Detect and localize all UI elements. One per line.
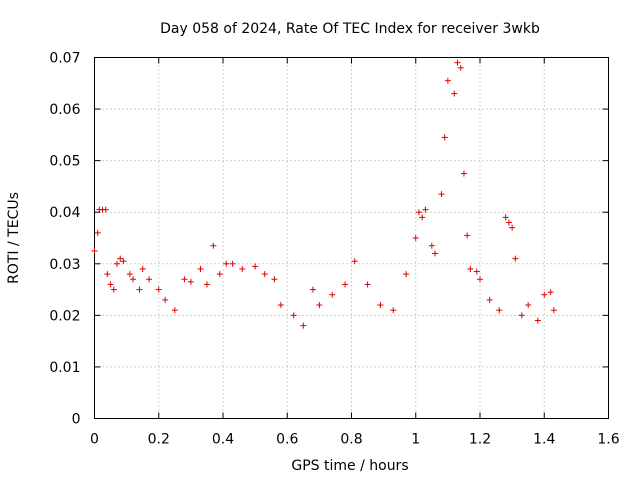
data-point xyxy=(477,276,483,283)
data-point xyxy=(181,276,188,283)
data-point xyxy=(518,312,525,319)
data-point xyxy=(460,170,467,177)
y-tick-label: 0 xyxy=(72,412,81,428)
data-point xyxy=(390,307,397,314)
data-point xyxy=(130,276,137,283)
x-tick-label: 0.6 xyxy=(276,432,298,448)
y-tick-label: 0.01 xyxy=(49,360,80,376)
data-point xyxy=(104,271,111,278)
data-point xyxy=(534,317,541,324)
data-point xyxy=(216,271,223,278)
data-point xyxy=(102,206,109,213)
data-point xyxy=(454,59,461,66)
x-tick-label: 0.8 xyxy=(340,432,362,448)
data-point xyxy=(94,229,101,236)
data-point xyxy=(422,206,429,213)
x-tick-label: 0.2 xyxy=(148,432,170,448)
data-point xyxy=(486,296,493,303)
data-point xyxy=(113,260,120,267)
data-point xyxy=(162,296,169,303)
data-point xyxy=(117,255,124,262)
data-point xyxy=(403,271,410,278)
data-point xyxy=(547,289,554,296)
data-point xyxy=(203,281,210,288)
data-point xyxy=(171,307,178,314)
data-point xyxy=(309,286,316,293)
x-tick-label: 1.4 xyxy=(533,432,555,448)
data-point xyxy=(342,281,349,288)
data-point xyxy=(505,219,512,226)
data-point xyxy=(300,322,307,329)
data-point xyxy=(457,64,464,71)
data-point xyxy=(261,271,268,278)
data-point xyxy=(223,260,230,267)
x-tick-label: 1.6 xyxy=(597,432,619,448)
y-axis-label: ROTI / TECUs xyxy=(6,192,22,284)
data-point xyxy=(467,265,474,272)
x-tick-label: 0.4 xyxy=(212,432,234,448)
data-point xyxy=(316,302,323,309)
data-point xyxy=(139,265,146,272)
data-point xyxy=(377,302,384,309)
y-tick-label: 0.03 xyxy=(49,257,80,273)
data-point xyxy=(187,278,194,285)
data-point xyxy=(91,247,98,254)
data-points xyxy=(91,59,557,329)
data-point xyxy=(438,191,445,198)
data-point xyxy=(146,276,153,283)
data-point xyxy=(441,134,448,141)
data-point xyxy=(419,214,426,221)
data-point xyxy=(271,276,278,283)
data-point xyxy=(120,258,127,265)
x-axis-label: GPS time / hours xyxy=(291,458,408,474)
data-point xyxy=(364,281,371,288)
data-point xyxy=(126,271,133,278)
data-point xyxy=(473,268,480,275)
data-point xyxy=(210,242,217,249)
y-tick-label: 0.06 xyxy=(49,102,80,118)
grid xyxy=(94,57,609,419)
chart-title: Day 058 of 2024, Rate Of TEC Index for r… xyxy=(160,21,540,37)
data-point xyxy=(496,307,503,314)
data-point xyxy=(525,302,532,309)
data-point xyxy=(351,258,358,265)
x-tick-label: 0 xyxy=(90,432,99,448)
data-point xyxy=(155,286,162,293)
data-point xyxy=(541,291,548,298)
data-point xyxy=(550,307,557,314)
data-point xyxy=(444,77,451,84)
x-tick-label: 1 xyxy=(411,432,420,448)
y-tick-label: 0.04 xyxy=(49,205,80,221)
y-tick-label: 0.02 xyxy=(49,308,80,324)
data-point xyxy=(512,255,519,262)
data-point xyxy=(412,235,419,241)
y-tick-label: 0.05 xyxy=(49,154,80,170)
data-point xyxy=(239,265,246,272)
data-point xyxy=(197,265,204,272)
data-point xyxy=(252,263,259,270)
x-tick-label: 1.2 xyxy=(469,432,491,448)
data-point xyxy=(464,232,471,239)
data-point xyxy=(432,250,439,257)
data-point xyxy=(136,286,143,293)
data-point xyxy=(428,242,435,249)
data-point xyxy=(509,224,516,231)
data-point xyxy=(502,214,509,221)
data-point xyxy=(451,90,458,97)
data-point xyxy=(277,302,284,309)
data-point xyxy=(229,260,236,267)
data-point xyxy=(329,291,336,298)
y-tick-label: 0.07 xyxy=(49,51,80,67)
data-point xyxy=(415,209,422,216)
data-point xyxy=(107,281,114,288)
data-point xyxy=(110,286,117,293)
axis-ticks: 0 0.2 0.4 0.6 0.8 1 1.2 1.4 1.6 0 0.01 0.02 0.03 0.04… xyxy=(49,51,619,448)
data-point xyxy=(290,312,297,319)
